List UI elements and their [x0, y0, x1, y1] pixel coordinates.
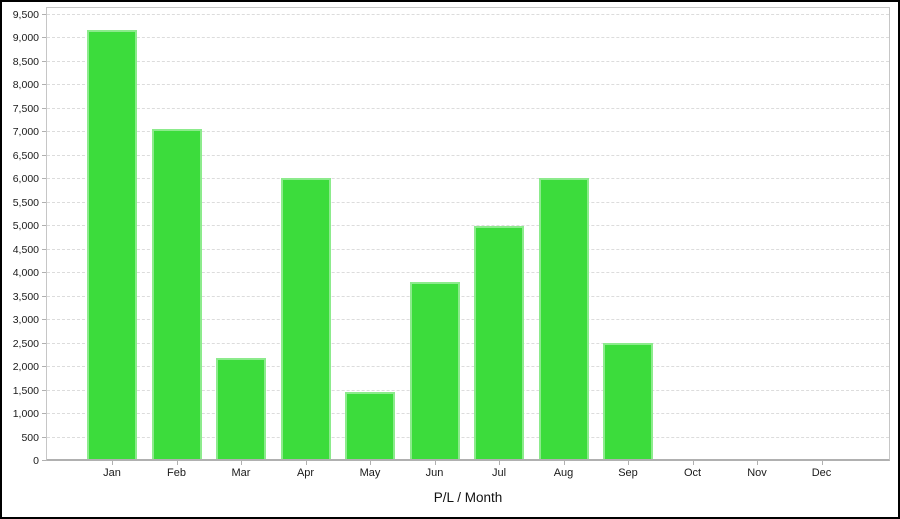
y-axis-tick: [42, 295, 46, 297]
y-axis-tick: [42, 178, 46, 180]
bar-feb: [151, 129, 202, 461]
bar-mar: [216, 358, 266, 461]
x-axis-tick: [628, 461, 629, 465]
y-axis-tick: [42, 84, 46, 86]
y-axis-label: 7,500: [12, 102, 39, 115]
gridline: [47, 107, 889, 109]
y-axis-tick: [42, 154, 46, 156]
y-axis-tick: [42, 14, 46, 15]
x-axis-label-oct: Oct: [683, 467, 702, 479]
gridline: [47, 225, 889, 227]
x-axis-tick: [434, 461, 436, 465]
gridline: [47, 295, 889, 297]
y-axis-label: 3,000: [12, 314, 39, 327]
y-axis-tick: [42, 107, 46, 109]
y-axis-tick: [42, 366, 46, 368]
gridline: [47, 14, 889, 15]
gridline: [47, 272, 889, 274]
gridline: [47, 60, 889, 62]
y-axis-label: 6,000: [12, 173, 39, 186]
y-axis-tick: [42, 389, 46, 391]
y-axis-label: 2,500: [12, 337, 39, 350]
x-axis-label-jun: Jun: [425, 467, 444, 479]
y-axis-tick: [42, 37, 46, 39]
bar-jul: [474, 226, 524, 461]
y-axis-tick: [42, 342, 46, 344]
gridline: [47, 154, 889, 156]
y-axis-label: 8,500: [12, 55, 39, 68]
x-axis-tick: [370, 461, 371, 465]
gridline: [47, 201, 889, 203]
y-axis-label: 1,500: [12, 384, 39, 397]
gridline: [47, 342, 889, 344]
x-axis-tick: [176, 461, 178, 465]
y-axis-tick: [42, 225, 46, 227]
y-axis-label: 1,000: [12, 408, 39, 421]
x-axis-label-dec: Dec: [811, 467, 832, 479]
y-axis-label: 0: [33, 455, 39, 467]
bar-apr: [280, 178, 331, 461]
gridline: [47, 84, 889, 86]
gridline: [47, 248, 889, 250]
x-axis-label-mar: Mar: [231, 467, 251, 479]
y-axis-label: 7,000: [12, 126, 39, 139]
x-axis-tick: [692, 461, 694, 465]
bar-may: [345, 392, 395, 461]
gridline: [47, 178, 889, 180]
gridline: [47, 389, 889, 391]
x-axis-label-apr: Apr: [296, 467, 315, 479]
y-axis-label: 5,500: [12, 196, 39, 209]
x-axis-tick: [563, 461, 565, 465]
y-axis-tick: [42, 436, 46, 438]
gridline: [47, 436, 889, 438]
y-axis-tick: [42, 413, 46, 415]
x-axis-label-sep: Sep: [618, 467, 638, 479]
y-axis-label: 6,500: [12, 149, 39, 162]
x-axis-label-feb: Feb: [167, 467, 186, 479]
y-axis-tick: [42, 272, 46, 274]
y-axis-label: 9,000: [12, 32, 39, 45]
y-axis-tick: [42, 60, 46, 62]
x-axis-label-nov: Nov: [747, 467, 767, 479]
x-axis-tick: [821, 461, 823, 465]
bar-sep: [603, 343, 653, 461]
plot-area: [46, 7, 890, 461]
y-axis-label: 500: [21, 431, 39, 444]
x-axis-title: P/L / Month: [433, 490, 503, 505]
gridline: [47, 37, 889, 39]
gridline: [47, 131, 889, 133]
bar-aug: [538, 178, 589, 461]
y-axis-tick: [42, 460, 46, 461]
x-axis-tick: [757, 461, 758, 465]
y-axis-tick: [42, 248, 46, 250]
y-axis-label: 8,000: [12, 79, 39, 92]
bar-jun: [409, 282, 460, 461]
y-axis-label: 4,000: [12, 267, 39, 280]
y-axis-label: 3,500: [12, 290, 39, 303]
x-axis-label-jan: Jan: [103, 467, 121, 479]
y-axis-label: 5,000: [12, 220, 39, 233]
y-axis-tick: [42, 131, 46, 133]
x-axis-tick: [499, 461, 500, 465]
x-axis-label-jul: Jul: [491, 467, 507, 479]
gridline: [47, 413, 889, 415]
x-axis-tick: [112, 461, 113, 465]
x-axis-label-may: May: [359, 467, 381, 479]
bar-jan: [87, 30, 137, 461]
gridline: [47, 366, 889, 368]
y-axis-label: 2,000: [12, 361, 39, 374]
y-axis-tick: [42, 201, 46, 203]
y-axis-tick: [42, 319, 46, 321]
y-axis-label: 4,500: [12, 243, 39, 256]
x-axis-tick: [305, 461, 307, 465]
y-axis-label: 9,500: [12, 9, 39, 21]
gridline: [47, 319, 889, 321]
x-axis-label-aug: Aug: [553, 467, 574, 479]
x-axis-tick: [241, 461, 242, 465]
